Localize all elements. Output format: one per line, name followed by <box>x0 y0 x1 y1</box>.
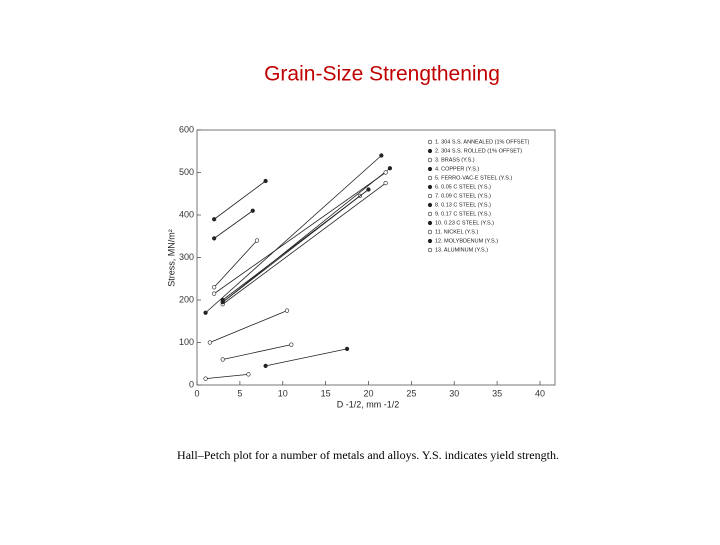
caption: Hall–Petch plot for a number of metals a… <box>177 448 559 462</box>
legend-label: 4. COPPER (Y.S.) <box>435 166 479 172</box>
series-line <box>213 172 386 294</box>
x-tick-label: 30 <box>449 388 459 398</box>
data-point <box>284 308 290 313</box>
y-tick-label: 300 <box>179 252 194 262</box>
x-tick-label: 25 <box>406 388 416 398</box>
data-point <box>212 217 217 222</box>
series-line <box>222 182 386 305</box>
series-line <box>213 180 266 220</box>
legend-marker <box>427 238 433 244</box>
series-line <box>222 344 292 360</box>
legend-marker <box>427 148 433 154</box>
legend-marker <box>427 175 433 181</box>
legend-label: 3. BRASS (Y.S.) <box>435 157 475 163</box>
data-point <box>203 310 208 315</box>
data-point <box>344 346 350 351</box>
data-point <box>203 376 208 381</box>
x-tick-label: 40 <box>535 388 545 398</box>
legend-marker <box>427 211 433 217</box>
legend-label: 7. 0.09 C STEEL (Y.S.) <box>435 193 491 199</box>
y-tick-label: 0 <box>189 379 194 389</box>
legend-label: 9. 0.17 C STEEL (Y.S.) <box>435 211 491 217</box>
series-line <box>213 210 253 239</box>
x-tick-label: 0 <box>194 388 199 398</box>
data-point <box>289 342 294 347</box>
series-line <box>209 310 288 343</box>
data-point <box>220 300 225 305</box>
data-point <box>263 178 268 184</box>
legend-label: 10. 0.23 C STEEL (Y.S.) <box>435 220 494 226</box>
x-tick-label: 10 <box>278 388 288 398</box>
legend-label: 2. 304 S.S. ROLLED (1% OFFSET) <box>435 148 522 154</box>
legend-label: 8. 0.13 C STEEL (Y.S.) <box>435 202 491 208</box>
legend-marker <box>427 220 433 226</box>
data-point <box>263 363 268 368</box>
legend-marker <box>427 184 433 190</box>
x-tick-label: 20 <box>363 388 373 398</box>
data-point <box>212 291 217 296</box>
y-tick-label: 100 <box>179 337 194 347</box>
x-tick-label: 15 <box>321 388 331 398</box>
y-tick-label: 500 <box>179 167 194 177</box>
legend-label: 6. 0.05 C STEEL (Y.S.) <box>435 184 491 190</box>
data-point <box>207 340 212 345</box>
data-point <box>383 170 388 175</box>
data-point <box>250 208 255 213</box>
slide-title: Grain-Size Strengthening <box>264 63 500 86</box>
y-axis-label: Stress, MN/m² <box>166 229 176 287</box>
series-line <box>205 155 382 314</box>
data-point <box>387 166 393 171</box>
data-point <box>212 236 217 241</box>
legend-marker <box>427 157 433 163</box>
legend-marker <box>427 202 433 208</box>
data-point <box>246 372 251 377</box>
plot-frame <box>196 129 556 386</box>
y-tick-label: 200 <box>179 294 194 304</box>
data-point <box>254 238 260 243</box>
legend-marker <box>427 166 433 172</box>
y-tick-label: 600 <box>179 124 194 134</box>
data-point <box>212 285 217 290</box>
data-point <box>366 187 371 192</box>
legend-label: 11. NICKEL (Y.S.) <box>435 229 478 235</box>
x-tick-label: 35 <box>492 388 502 398</box>
x-tick-label: 5 <box>237 388 242 398</box>
data-point <box>220 357 225 362</box>
legend-label: 5. FERRO-VAC-E STEEL (Y.S.) <box>435 175 512 181</box>
series-line <box>213 240 258 288</box>
legend-label: 13. ALUMINUM (Y.S.) <box>435 247 488 253</box>
legend-marker <box>427 193 433 199</box>
y-tick-label: 400 <box>179 209 194 219</box>
series-line <box>265 348 348 367</box>
legend-marker <box>427 247 433 253</box>
data-point <box>379 153 384 158</box>
x-axis-label: D -1/2, mm -1/2 <box>337 399 400 409</box>
series-line <box>205 373 249 380</box>
series-line <box>222 167 391 303</box>
legend-label: 12. MOLYBDENUM (Y.S.) <box>435 238 498 244</box>
data-point <box>383 181 388 186</box>
series-line <box>222 189 369 301</box>
legend-marker <box>427 139 433 145</box>
legend-label: 1. 304 S.S. ANNEALED (1% OFFSET) <box>435 139 530 145</box>
legend-marker <box>427 229 433 235</box>
